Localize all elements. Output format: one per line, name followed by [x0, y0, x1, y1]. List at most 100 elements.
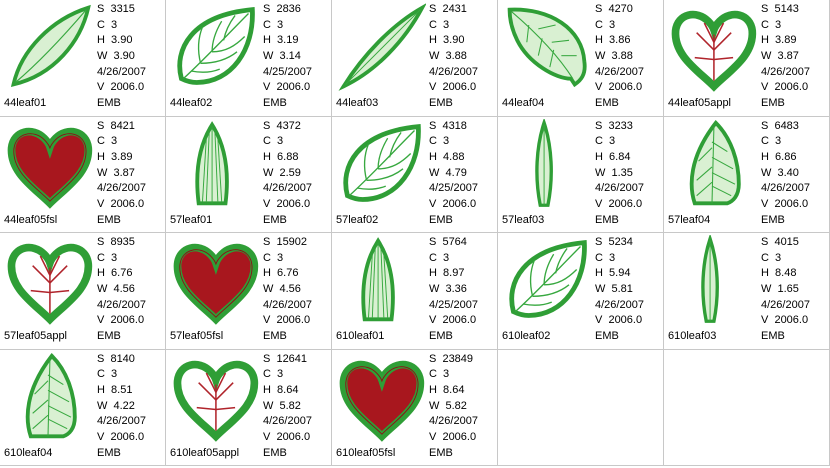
stitch-count: S 5143: [761, 3, 799, 15]
design-tile[interactable]: S 8140 C 3 H 8.51 W 4.22 4/26/2007 V 2006.0 EM…: [0, 349, 166, 466]
design-meta: S 3315 C 3 H 3.90 W 3.90 4/26/2007 V 2006.0 EM…: [97, 2, 146, 112]
width-value: W 4.56: [263, 283, 301, 296]
date-value: 4/26/2007: [263, 298, 312, 311]
date-value: 4/26/2007: [429, 65, 478, 78]
width-value: W 4.56: [97, 283, 135, 296]
width-value: W 2.59: [263, 166, 301, 179]
height-value: H 4.88: [429, 150, 465, 163]
design-tile[interactable]: S 3233 C 3 H 6.84 W 1.35 4/26/2007 V 2006.0 EM…: [498, 116, 664, 233]
heart-leaf-fsl-icon[interactable]: [334, 352, 426, 444]
design-meta: S 15902 C 3 H 6.76 W 4.56 4/26/2007 V 2006.0 E…: [263, 235, 312, 345]
width-value: W 3.36: [429, 283, 467, 296]
design-name: 57leaf04: [668, 213, 711, 226]
heart-leaf-fsl-icon[interactable]: [2, 119, 94, 211]
design-tile[interactable]: S 5764 C 3 H 8.97 W 3.36 4/25/2007 V 2006.0 EM…: [332, 233, 498, 350]
leaf-slender-icon[interactable]: [500, 118, 592, 211]
color-count: C 3: [263, 18, 284, 31]
color-count: C 3: [595, 251, 616, 264]
width-value: W 5.81: [595, 283, 633, 296]
version-value: V 2006.0: [263, 81, 311, 94]
height-value: H 5.94: [595, 267, 631, 280]
height-value: H 8.64: [429, 383, 465, 396]
format-value: EMB: [263, 97, 287, 110]
leaf-thin-diagonal-icon[interactable]: [334, 2, 426, 94]
height-value: H 3.19: [263, 34, 299, 47]
stitch-count: S 5234: [595, 236, 633, 248]
format-value: EMB: [97, 97, 121, 110]
format-value: EMB: [97, 330, 121, 343]
design-tile[interactable]: S 15902 C 3 H 6.76 W 4.56 4/26/2007 V 2006.0 E…: [166, 233, 332, 350]
version-value: V 2006.0: [761, 314, 809, 327]
design-name: 610leaf04: [4, 446, 53, 459]
color-count: C 3: [429, 18, 450, 31]
leaf-broad-vertical-icon[interactable]: [2, 352, 94, 444]
stitch-count: S 4372: [263, 119, 301, 132]
date-value: 4/26/2007: [263, 182, 312, 195]
date-value: 4/26/2007: [263, 415, 312, 428]
design-meta: S 5764 C 3 H 8.97 W 3.36 4/25/2007 V 2006.0 EM…: [429, 235, 478, 345]
design-tile[interactable]: S 8935 C 3 H 6.76 W 4.56 4/26/2007 V 2006.0 EM…: [0, 233, 166, 350]
design-tile[interactable]: S 4270 C 3 H 3.86 W 3.88 4/26/2007 V 2006.0 EM…: [498, 0, 664, 117]
design-meta: S 23849 C 3 H 8.64 W 5.82 4/26/2007 V 2006.0 E…: [429, 352, 478, 462]
height-value: H 6.84: [595, 150, 631, 163]
stitch-count: S 3315: [97, 3, 135, 15]
design-tile[interactable]: S 2431 C 3 H 3.90 W 3.88 4/26/2007 V 2006.0 EM…: [332, 0, 498, 117]
color-count: C 3: [97, 135, 118, 148]
leaf-diagonal-icon[interactable]: [2, 2, 94, 94]
leaf-round-veined-icon[interactable]: [334, 119, 426, 211]
width-value: W 4.79: [429, 166, 467, 179]
design-tile[interactable]: S 23849 C 3 H 8.64 W 5.82 4/26/2007 V 2006.0 E…: [332, 349, 498, 466]
version-value: V 2006.0: [97, 314, 145, 327]
height-value: H 8.64: [263, 383, 299, 396]
leaf-broad-vertical-icon[interactable]: [666, 119, 758, 211]
design-meta: S 4318 C 3 H 4.88 W 4.79 4/25/2007 V 2006.0 EM…: [429, 119, 478, 229]
design-meta: S 4015 C 3 H 8.48 W 1.65 4/26/2007 V 2006.0 EM…: [761, 235, 810, 345]
design-meta: S 2431 C 3 H 3.90 W 3.88 4/26/2007 V 2006.0 EM…: [429, 2, 478, 112]
color-count: C 3: [263, 135, 284, 148]
design-tile[interactable]: S 5234 C 3 H 5.94 W 5.81 4/26/2007 V 2006.0 EM…: [498, 233, 664, 350]
stitch-count: S 12641: [263, 352, 308, 365]
height-value: H 6.76: [263, 267, 299, 280]
date-value: 4/26/2007: [761, 182, 810, 195]
color-count: C 3: [97, 18, 118, 31]
design-tile[interactable]: S 2836 C 3 H 3.19 W 3.14 4/25/2007 V 2006.0 EM…: [166, 0, 332, 117]
leaf-vertical-icon[interactable]: [168, 119, 260, 211]
stitch-count: S 8935: [97, 236, 135, 248]
date-value: 4/26/2007: [97, 298, 146, 311]
format-value: EMB: [97, 446, 121, 459]
design-tile[interactable]: S 8421 C 3 H 3.89 W 3.87 4/26/2007 V 2006.0 EM…: [0, 116, 166, 233]
design-tile[interactable]: S 4372 C 3 H 6.88 W 2.59 4/26/2007 V 2006.0 EM…: [166, 116, 332, 233]
design-meta: S 8935 C 3 H 6.76 W 4.56 4/26/2007 V 2006.0 EM…: [97, 235, 146, 345]
leaf-slender-icon[interactable]: [666, 235, 758, 327]
version-value: V 2006.0: [761, 81, 809, 94]
date-value: 4/25/2007: [429, 298, 478, 311]
leaf-vertical-icon[interactable]: [334, 235, 426, 327]
design-tile[interactable]: S 12641 C 3 H 8.64 W 5.82 4/26/2007 V 2006.0 E…: [166, 349, 332, 466]
heart-leaf-applique-icon[interactable]: [666, 2, 758, 94]
format-value: EMB: [263, 330, 287, 343]
version-value: V 2006.0: [595, 314, 643, 327]
date-value: 4/25/2007: [263, 65, 312, 78]
design-tile[interactable]: S 5143 C 3 H 3.89 W 3.87 4/26/2007 V 2006.0 EM…: [664, 0, 830, 117]
heart-leaf-fsl-icon[interactable]: [168, 235, 260, 327]
format-value: EMB: [595, 97, 619, 110]
leaf-broad-icon[interactable]: [500, 2, 592, 94]
heart-leaf-applique-icon[interactable]: [2, 235, 94, 327]
design-tile[interactable]: S 4015 C 3 H 8.48 W 1.65 4/26/2007 V 2006.0 EM…: [664, 233, 830, 350]
version-value: V 2006.0: [595, 81, 643, 94]
design-tile[interactable]: S 3315 C 3 H 3.90 W 3.90 4/26/2007 V 2006.0 EM…: [0, 0, 166, 117]
design-name: 610leaf05appl: [170, 446, 240, 459]
format-value: EMB: [429, 446, 453, 459]
design-name: 44leaf01: [4, 97, 47, 109]
leaf-round-veined-icon[interactable]: [168, 2, 260, 94]
heart-leaf-applique-icon[interactable]: [168, 352, 260, 444]
width-value: W 4.22: [97, 399, 135, 412]
color-count: C 3: [263, 368, 284, 381]
design-tile[interactable]: S 4318 C 3 H 4.88 W 4.79 4/25/2007 V 2006.0 EM…: [332, 116, 498, 233]
width-value: W 1.35: [595, 166, 633, 179]
leaf-round-veined-icon[interactable]: [500, 235, 592, 327]
design-meta: S 6483 C 3 H 6.86 W 3.40 4/26/2007 V 2006.0 EM…: [761, 119, 810, 229]
empty-tile: [664, 349, 830, 466]
design-tile[interactable]: S 6483 C 3 H 6.86 W 3.40 4/26/2007 V 2006.0 EM…: [664, 116, 830, 233]
version-value: V 2006.0: [429, 314, 477, 327]
